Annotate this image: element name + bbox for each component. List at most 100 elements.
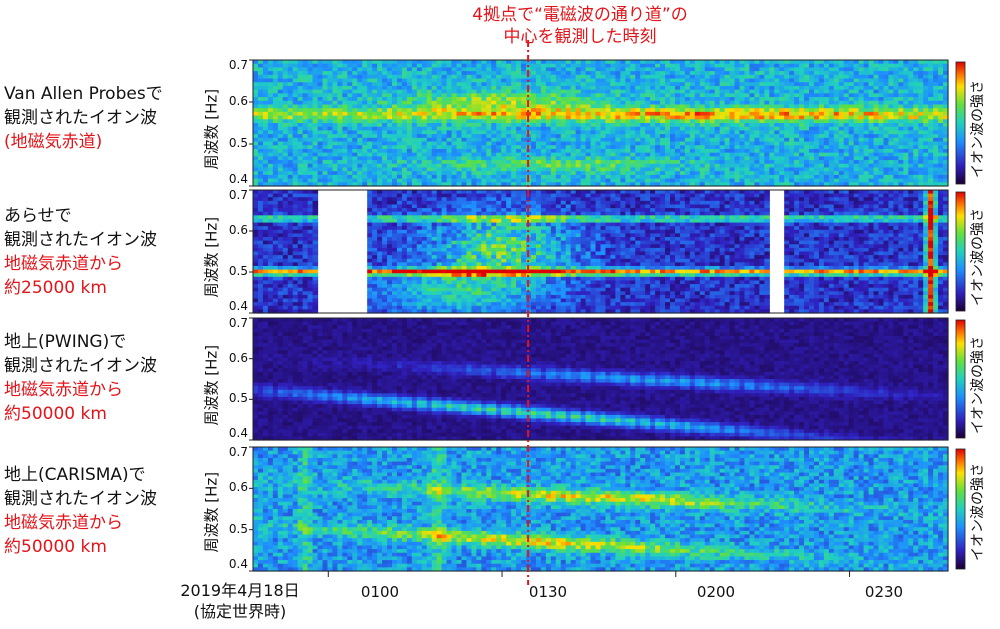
heatmap-cell [734, 85, 741, 91]
heatmap-cell [938, 100, 944, 106]
heatmap-cell [287, 123, 294, 128]
heatmap-cell [794, 93, 800, 98]
heatmap-cell [327, 167, 334, 172]
heatmap-cell [704, 111, 711, 117]
heatmap-cell [332, 174, 338, 180]
heatmap-cell [506, 111, 512, 117]
heatmap-cell [362, 82, 368, 87]
heatmap-cell [923, 104, 929, 109]
heatmap-cell [655, 119, 661, 124]
heatmap-cell [257, 89, 264, 94]
heatmap-cell [660, 148, 666, 154]
heatmap-cell [655, 97, 661, 102]
heatmap-cell [565, 85, 572, 91]
heatmap-cell [416, 137, 423, 143]
heatmap-cell [724, 141, 731, 146]
heatmap-cell [570, 174, 577, 180]
heatmap-cell [486, 171, 492, 176]
heatmap-cell [893, 74, 899, 80]
heatmap-cell [421, 93, 428, 98]
heatmap-cell [838, 145, 845, 150]
heatmap-cell [272, 294, 279, 300]
heatmap-cell [401, 137, 408, 143]
heatmap-cell [292, 111, 299, 117]
heatmap-cell [491, 148, 497, 154]
heatmap-cell [853, 178, 860, 183]
heatmap-cell [838, 89, 845, 94]
heatmap-cell [813, 134, 820, 139]
heatmap-cell [943, 63, 949, 69]
heatmap-cell [545, 63, 552, 69]
heatmap-cell [501, 93, 507, 98]
heatmap-cell [615, 148, 621, 154]
heatmap-cell [843, 67, 850, 72]
heatmap-cell [640, 137, 646, 143]
heatmap-cell [372, 60, 378, 65]
heatmap-cell [893, 141, 899, 146]
heatmap-cell [501, 130, 507, 135]
heatmap-cell [813, 119, 820, 124]
heatmap-cell [352, 93, 358, 98]
heatmap-cell [377, 67, 383, 72]
heatmap-cell [679, 82, 686, 87]
heatmap-cell [570, 85, 577, 91]
heatmap-cell [843, 160, 850, 165]
heatmap-cell [317, 67, 324, 72]
heatmap-cell [267, 89, 274, 94]
heatmap-cell [794, 82, 800, 87]
heatmap-cell [550, 156, 557, 161]
heatmap-cell [382, 145, 388, 150]
heatmap-cell [347, 67, 353, 72]
heatmap-cell [416, 63, 423, 69]
heatmap-cell [605, 152, 612, 157]
heatmap-cell [476, 152, 482, 157]
heatmap-cell [784, 152, 790, 157]
heatmap-cell [670, 85, 676, 91]
heatmap-cell [396, 126, 403, 132]
heatmap-cell [625, 123, 631, 128]
heatmap-cell [719, 163, 726, 169]
heatmap-cell [809, 108, 815, 113]
heatmap-cell [491, 67, 497, 72]
heatmap-cell [903, 71, 909, 76]
heatmap-cell [372, 152, 378, 157]
heatmap-cell [461, 156, 468, 161]
heatmap-cell [699, 85, 706, 91]
heatmap-cell [401, 160, 408, 165]
heatmap-cell [367, 145, 373, 150]
heatmap-cell [253, 74, 259, 80]
heatmap-cell [655, 108, 661, 113]
heatmap-cell [843, 78, 850, 83]
heatmap-cell [749, 74, 755, 80]
heatmap-cell [635, 178, 641, 183]
y-tick-label: 0.4 [228, 172, 248, 186]
heatmap-cell [908, 93, 914, 98]
heatmap-cell [531, 63, 537, 69]
heatmap-cell [253, 208, 259, 213]
heatmap-cell [496, 156, 502, 161]
heatmap-cell [838, 182, 845, 187]
heatmap-cell [684, 174, 691, 180]
heatmap-cell [918, 104, 924, 109]
heatmap-cell [650, 160, 656, 165]
heatmap-cell [287, 85, 294, 91]
heatmap-cell [307, 123, 314, 128]
heatmap-cell [813, 74, 820, 80]
heatmap-cell [868, 78, 875, 83]
heatmap-cell [555, 145, 562, 150]
heatmap-cell [848, 63, 855, 69]
heatmap-cell [809, 71, 815, 76]
heatmap-cell [674, 145, 681, 150]
heatmap-cell [555, 93, 562, 98]
heatmap-cell [272, 74, 279, 80]
heatmap-cell [317, 74, 324, 80]
heatmap-cell [645, 137, 651, 143]
heatmap-cell [665, 67, 671, 72]
heatmap-cell [645, 141, 651, 146]
heatmap-cell [744, 178, 751, 183]
heatmap-cell [759, 115, 765, 120]
heatmap-cell [759, 85, 765, 91]
heatmap-cell [357, 115, 363, 120]
heatmap-cell [694, 97, 701, 102]
heatmap-cell [262, 67, 269, 72]
